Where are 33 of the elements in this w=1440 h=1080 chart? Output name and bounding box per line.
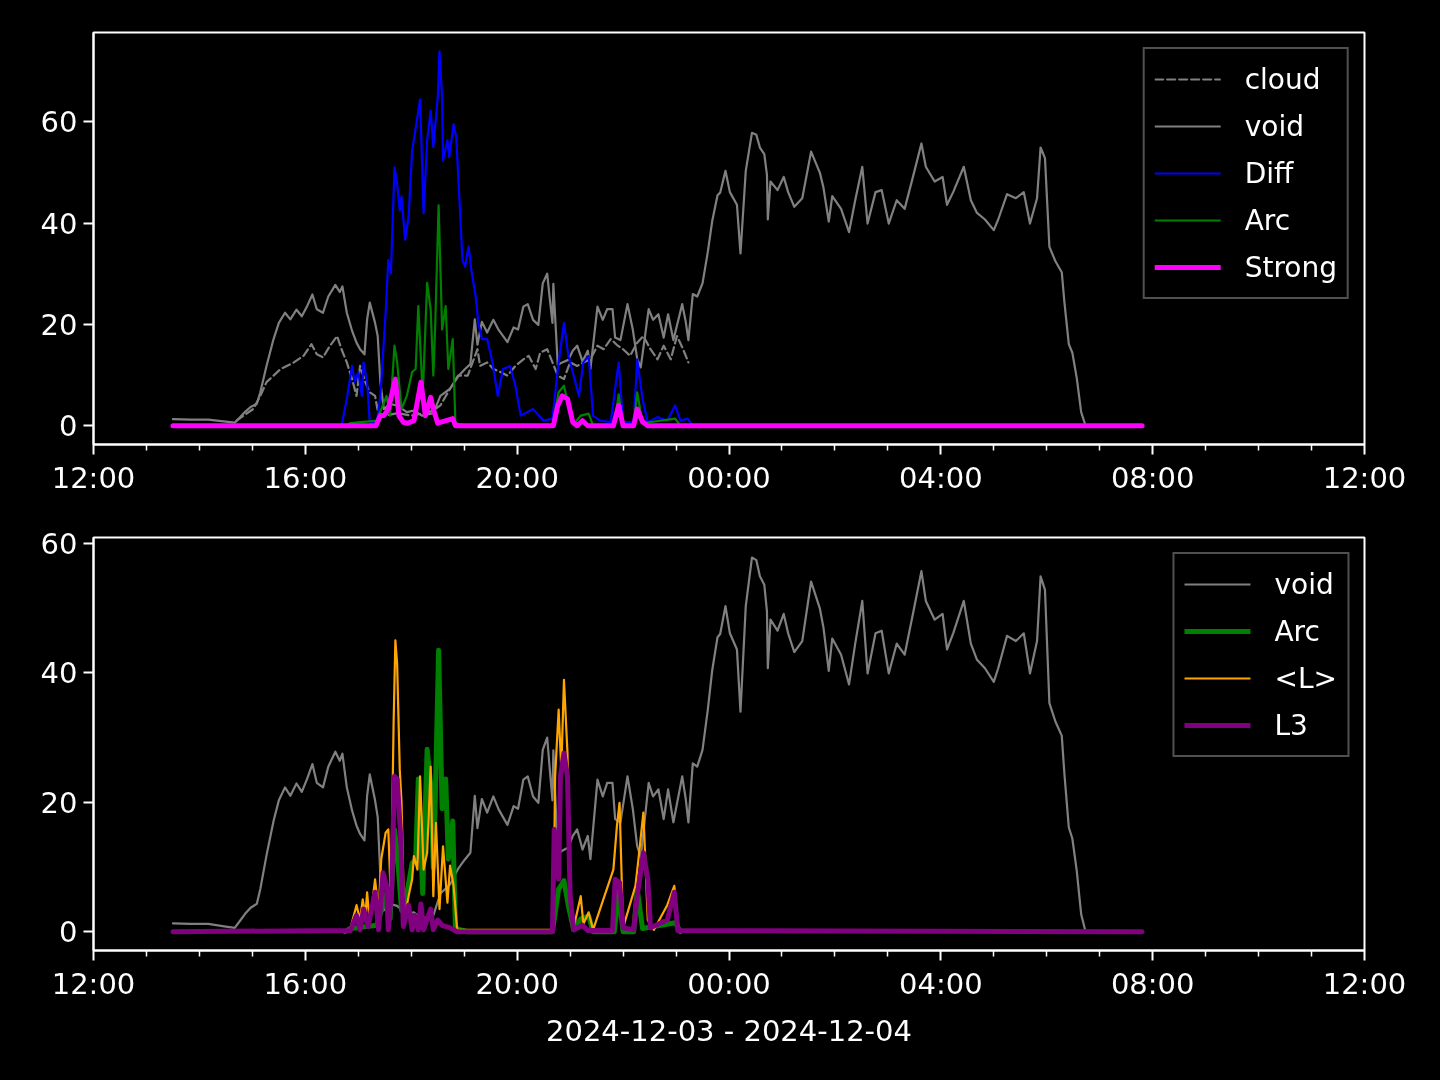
legend-label: void	[1274, 566, 1334, 603]
x-tick-label: 12:00	[1322, 966, 1407, 1001]
x-tick-label: 20:00	[475, 460, 559, 495]
y-tick-label: 40	[40, 656, 78, 691]
legend-label: Arc	[1274, 613, 1320, 650]
x-tick-label: 08:00	[1110, 460, 1195, 495]
legend-label: Arc	[1244, 202, 1291, 239]
x-tick-label: 12:00	[1322, 460, 1407, 495]
x-tick-label: 16:00	[263, 460, 348, 495]
x-tick-label: 04:00	[899, 460, 983, 495]
line-series	[235, 334, 690, 422]
x-tick-label: 00:00	[687, 966, 771, 1001]
legend-label: void	[1244, 108, 1304, 145]
legend-label: cloud	[1244, 61, 1321, 98]
legend-label: Diff	[1244, 155, 1294, 192]
legend-label: Strong	[1244, 249, 1337, 286]
y-tick-label: 60	[40, 526, 78, 561]
legend-label: <L>	[1274, 660, 1337, 697]
x-tick-label: 12:00	[51, 460, 136, 495]
x-tick-label: 16:00	[263, 966, 348, 1001]
x-tick-label: 08:00	[1110, 966, 1195, 1001]
x-tick-label: 12:00	[51, 966, 136, 1001]
x-axis-title: 2024-12-03 - 2024-12-04	[546, 1013, 912, 1048]
x-tick-label: 00:00	[687, 460, 771, 495]
x-tick-label: 20:00	[475, 966, 559, 1001]
y-tick-label: 0	[59, 409, 78, 444]
x-tick-label: 04:00	[899, 966, 983, 1001]
y-tick-label: 20	[40, 785, 78, 820]
legend-label: L3	[1274, 707, 1308, 744]
y-tick-label: 40	[40, 206, 78, 241]
y-tick-label: 60	[40, 105, 78, 140]
y-tick-label: 20	[40, 307, 78, 342]
y-tick-label: 0	[59, 915, 78, 950]
